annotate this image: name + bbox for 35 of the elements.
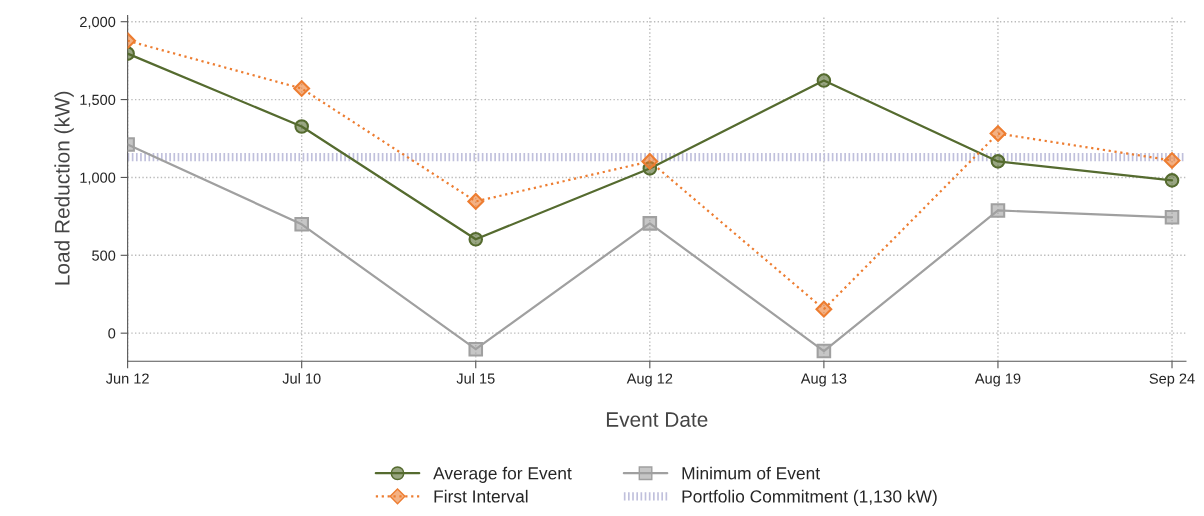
- point: [467, 193, 485, 210]
- point: [990, 154, 1006, 169]
- y-tick-label: 2,000: [80, 16, 116, 29]
- point: [294, 217, 309, 232]
- x-tick-label: Jul 10: [282, 373, 321, 384]
- x-tick-label: Jul 15: [456, 373, 495, 384]
- point: [468, 341, 484, 357]
- x-axis-title: Event Date: [606, 412, 708, 427]
- point: [990, 203, 1006, 218]
- point: [989, 125, 1007, 142]
- y-tick-label: 0: [108, 328, 116, 339]
- point: [1163, 152, 1181, 169]
- point: [642, 216, 658, 231]
- y-tick-label: 500: [92, 250, 116, 261]
- x-tick-label: Aug 13: [800, 373, 847, 387]
- x-tick-label: Jun 12: [105, 373, 149, 384]
- x-tick-label: Sep 24: [1149, 373, 1195, 387]
- legend-label: First Interval: [434, 489, 528, 503]
- y-tick-label: 1,500: [80, 94, 116, 107]
- point: [816, 343, 832, 359]
- point: [293, 80, 311, 97]
- point: [294, 119, 309, 134]
- y-axis-title: Load Reduction (kW): [54, 91, 74, 285]
- point: [641, 152, 659, 170]
- legend-label: Average for Event: [433, 466, 572, 483]
- point: [815, 300, 833, 318]
- y-tick-label: 1,000: [80, 172, 116, 185]
- point: [1164, 173, 1180, 188]
- x-tick-label: Aug 19: [974, 373, 1021, 387]
- point: [1164, 210, 1180, 225]
- x-tick-label: Aug 12: [626, 373, 673, 387]
- legend-label: Portfolio Commitment (1,130 kW): [682, 489, 937, 507]
- point: [816, 73, 832, 88]
- point: [468, 231, 484, 247]
- legend-label: Minimum of Event: [682, 466, 820, 480]
